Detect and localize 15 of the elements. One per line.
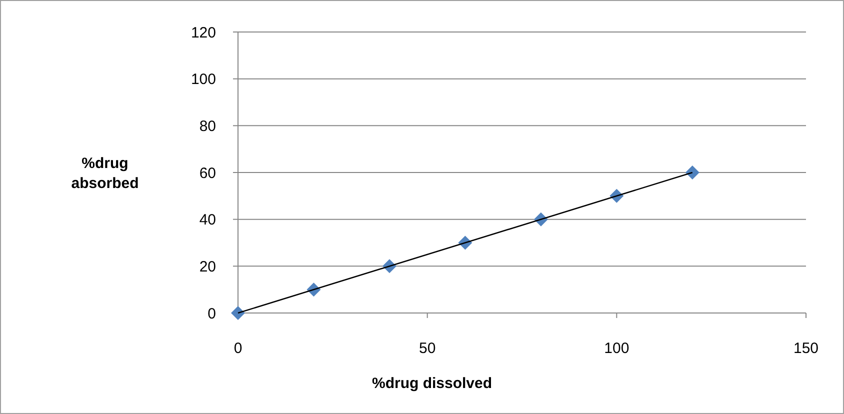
- y-tick-label: 40: [199, 212, 216, 229]
- x-tick-label: 100: [604, 340, 630, 357]
- y-tick-label: 100: [190, 71, 216, 88]
- point: [231, 306, 245, 320]
- x-axis-title: %drug dissolved: [372, 375, 492, 392]
- y-tick-label: 80: [199, 118, 216, 135]
- y-axis-title: %drug absorbed: [71, 155, 139, 192]
- y-tick-label: 0: [208, 305, 216, 322]
- x-tick-label: 150: [793, 340, 819, 357]
- x-tick-label: 0: [234, 340, 242, 357]
- y-tick-label: 20: [199, 258, 216, 276]
- point: [685, 166, 700, 180]
- y-tick-label: 120: [190, 24, 216, 42]
- x-tick-label: 50: [418, 340, 436, 357]
- y-tick-label: 60: [199, 164, 216, 182]
